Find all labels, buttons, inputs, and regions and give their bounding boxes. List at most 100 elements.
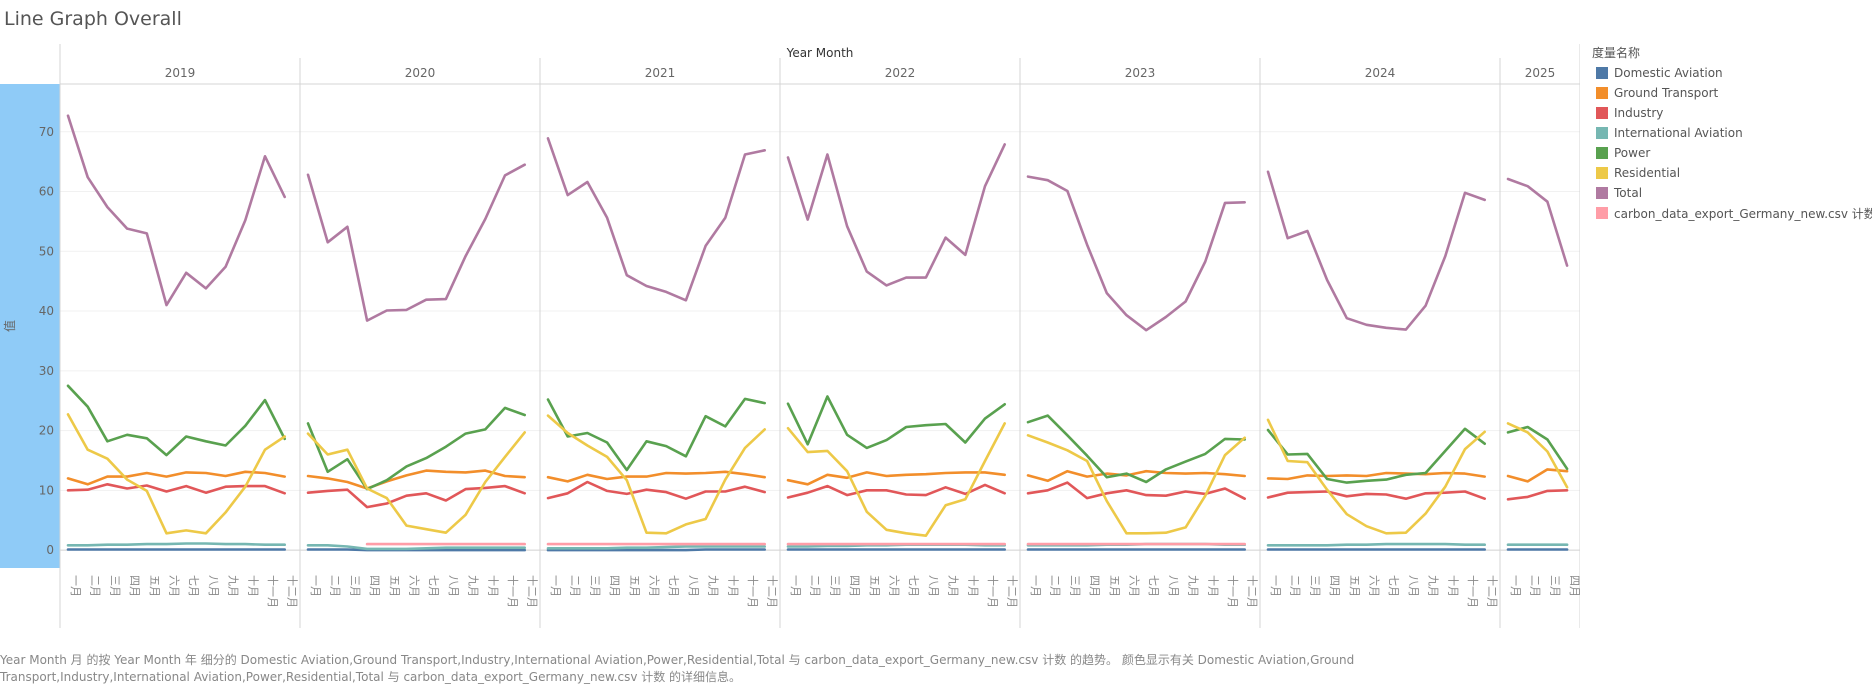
series-line bbox=[786, 143, 1006, 287]
legend-swatch bbox=[1596, 127, 1608, 139]
series-line bbox=[1026, 175, 1246, 332]
month-tick-label: 七月 bbox=[1387, 575, 1400, 597]
series-line bbox=[1266, 418, 1486, 535]
month-tick-label: 三月 bbox=[588, 575, 601, 597]
month-tick-label: 五月 bbox=[868, 575, 881, 597]
series-line bbox=[786, 422, 1006, 537]
month-tick-label: 一月 bbox=[789, 575, 802, 597]
series-line bbox=[1506, 422, 1569, 489]
legend: 度量名称 Domestic Aviation Ground Transport In… bbox=[1592, 44, 1872, 223]
month-tick-label: 二月 bbox=[329, 575, 342, 597]
month-tick-label: 十月 bbox=[1206, 575, 1220, 597]
series-line bbox=[546, 397, 766, 472]
series-line bbox=[66, 114, 286, 307]
series-line bbox=[546, 137, 766, 302]
month-tick-label: 九月 bbox=[227, 575, 240, 597]
month-tick-label: 十一月 bbox=[1466, 575, 1480, 608]
month-tick-label: 二月 bbox=[569, 575, 582, 597]
legend-item[interactable]: Domestic Aviation bbox=[1592, 63, 1872, 83]
legend-label: Ground Transport bbox=[1614, 86, 1719, 100]
month-tick-label: 十月 bbox=[726, 575, 740, 597]
series-line bbox=[306, 469, 526, 490]
month-tick-label: 九月 bbox=[467, 575, 480, 597]
month-tick-label: 五月 bbox=[148, 575, 161, 597]
month-tick-label: 六月 bbox=[888, 575, 901, 597]
series-line bbox=[1026, 414, 1246, 484]
month-tick-label: 一月 bbox=[309, 575, 322, 597]
month-tick-label: 一月 bbox=[1269, 575, 1282, 597]
month-tick-label: 九月 bbox=[1187, 575, 1200, 597]
month-tick-label: 三月 bbox=[1068, 575, 1081, 597]
month-tick-label: 六月 bbox=[1128, 575, 1141, 597]
legend-item[interactable]: Power bbox=[1592, 143, 1872, 163]
y-tick-label: 40 bbox=[39, 304, 54, 318]
series-line bbox=[1266, 471, 1486, 481]
legend-swatch bbox=[1596, 187, 1608, 199]
legend-item[interactable]: Total bbox=[1592, 183, 1872, 203]
month-tick-label: 八月 bbox=[927, 575, 940, 597]
series-line bbox=[1266, 427, 1486, 484]
month-tick-label: 九月 bbox=[1427, 575, 1440, 597]
legend-swatch bbox=[1596, 107, 1608, 119]
series-line bbox=[1266, 170, 1486, 331]
month-tick-label: 九月 bbox=[947, 575, 960, 597]
year-header: 2022 bbox=[885, 66, 916, 80]
legend-item[interactable]: Ground Transport bbox=[1592, 83, 1872, 103]
legend-swatch bbox=[1596, 87, 1608, 99]
month-tick-label: 十二月 bbox=[286, 575, 300, 608]
legend-item[interactable]: International Aviation bbox=[1592, 123, 1872, 143]
month-tick-label: 七月 bbox=[187, 575, 200, 597]
month-tick-label: 三月 bbox=[1308, 575, 1321, 597]
legend-item[interactable]: Industry bbox=[1592, 103, 1872, 123]
chart-caption: Year Month 月 的按 Year Month 年 细分的 Domesti… bbox=[0, 653, 1355, 684]
series-line bbox=[66, 413, 286, 535]
series-line bbox=[306, 484, 526, 509]
month-tick-label: 五月 bbox=[1348, 575, 1361, 597]
month-tick-label: 三月 bbox=[108, 575, 121, 597]
month-tick-label: 十二月 bbox=[1246, 575, 1260, 608]
year-header: 2021 bbox=[645, 66, 676, 80]
month-tick-label: 七月 bbox=[667, 575, 680, 597]
series-line bbox=[546, 548, 766, 552]
month-tick-label: 八月 bbox=[1407, 575, 1420, 597]
series-line bbox=[66, 470, 286, 486]
month-tick-label: 四月 bbox=[1088, 575, 1101, 597]
month-tick-label: 六月 bbox=[168, 575, 181, 597]
month-tick-label: 八月 bbox=[447, 575, 460, 597]
month-tick-label: 一月 bbox=[1509, 575, 1522, 597]
series-line bbox=[1026, 469, 1246, 483]
series-line bbox=[306, 163, 526, 322]
month-tick-label: 七月 bbox=[1147, 575, 1160, 597]
month-tick-label: 六月 bbox=[648, 575, 661, 597]
y-tick-label: 20 bbox=[39, 424, 54, 438]
legend-swatch bbox=[1596, 167, 1608, 179]
legend-label: Residential bbox=[1614, 166, 1681, 180]
y-axis-label: 值 bbox=[2, 320, 17, 332]
legend-swatch bbox=[1596, 207, 1608, 219]
month-tick-label: 十一月 bbox=[986, 575, 1000, 608]
month-tick-label: 四月 bbox=[848, 575, 861, 597]
month-tick-label: 二月 bbox=[1529, 575, 1542, 597]
series-line bbox=[1506, 425, 1569, 471]
line-chart: 0 10 20 30 40 50 60 70 值 Year Month 2019 2020 2021 20… bbox=[0, 44, 1580, 628]
month-tick-label: 十二月 bbox=[1486, 575, 1500, 608]
month-tick-label: 三月 bbox=[1548, 575, 1561, 597]
month-tick-label: 十二月 bbox=[1006, 575, 1020, 608]
series-line bbox=[546, 480, 766, 500]
year-header: 2020 bbox=[405, 66, 436, 80]
y-tick-label: 30 bbox=[39, 364, 54, 378]
month-tick-label: 八月 bbox=[687, 575, 700, 597]
series-line bbox=[1026, 481, 1246, 500]
legend-item[interactable]: carbon_data_export_Germany_new.csv 计数 bbox=[1592, 203, 1872, 223]
legend-label: Industry bbox=[1614, 106, 1664, 120]
year-header: 2019 bbox=[165, 66, 196, 80]
month-tick-label: 六月 bbox=[1368, 575, 1381, 597]
page-title: Line Graph Overall bbox=[4, 8, 182, 30]
legend-item[interactable]: Residential bbox=[1592, 163, 1872, 183]
month-tick-label: 三月 bbox=[348, 575, 361, 597]
year-header: 2023 bbox=[1125, 66, 1156, 80]
month-tick-label: 十一月 bbox=[746, 575, 760, 608]
month-tick-label: 四月 bbox=[1328, 575, 1341, 597]
series-line bbox=[306, 544, 526, 551]
month-tick-label: 十月 bbox=[1446, 575, 1460, 597]
